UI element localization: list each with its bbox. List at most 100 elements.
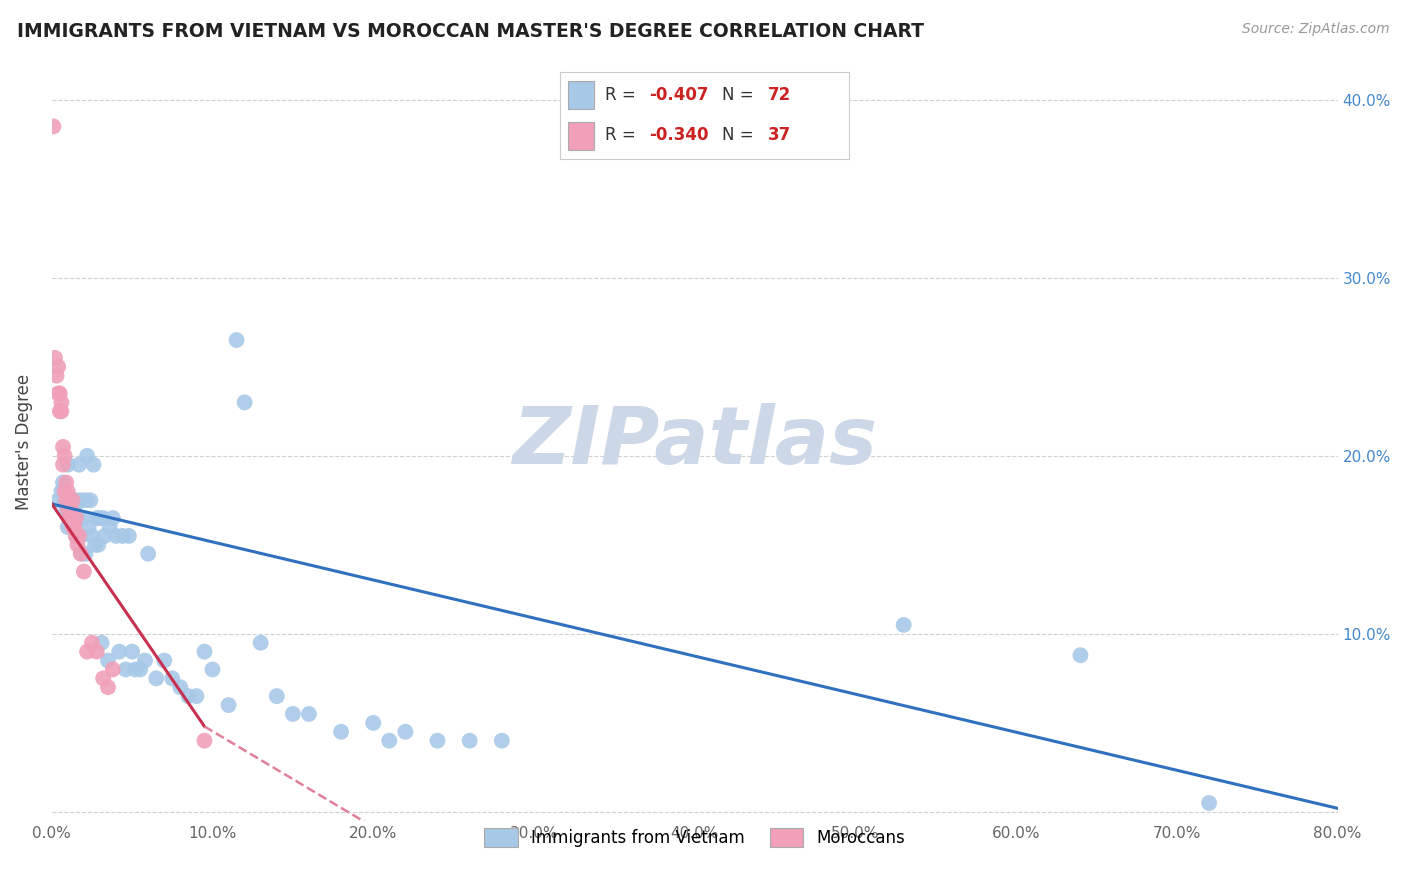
- Point: [394, 724, 416, 739]
- Point: [1198, 796, 1220, 810]
- Point: [153, 654, 176, 668]
- Point: [84, 538, 107, 552]
- Point: [108, 645, 131, 659]
- Point: [62, 493, 84, 508]
- Point: [69, 529, 91, 543]
- Point: [94, 529, 117, 543]
- Point: [58, 493, 80, 508]
- Point: [52, 440, 75, 454]
- Point: [97, 654, 120, 668]
- Point: [67, 529, 90, 543]
- Point: [111, 529, 134, 543]
- Point: [66, 511, 89, 525]
- Point: [266, 689, 288, 703]
- Point: [58, 493, 80, 508]
- Text: IMMIGRANTS FROM VIETNAM VS MOROCCAN MASTER'S DEGREE CORRELATION CHART: IMMIGRANTS FROM VIETNAM VS MOROCCAN MAST…: [17, 22, 924, 41]
- Point: [75, 547, 97, 561]
- Point: [46, 493, 69, 508]
- Point: [105, 529, 128, 543]
- Point: [62, 520, 84, 534]
- Point: [378, 733, 401, 747]
- Point: [101, 511, 124, 525]
- Point: [193, 645, 215, 659]
- Point: [162, 671, 184, 685]
- Point: [65, 493, 87, 508]
- Point: [426, 733, 449, 747]
- Point: [62, 493, 84, 508]
- Point: [45, 368, 67, 383]
- Point: [69, 493, 91, 508]
- Point: [458, 733, 481, 747]
- Point: [51, 404, 73, 418]
- Point: [193, 733, 215, 747]
- Point: [60, 502, 83, 516]
- Point: [249, 636, 271, 650]
- Point: [60, 511, 83, 525]
- Point: [201, 663, 224, 677]
- Point: [136, 547, 159, 561]
- Point: [76, 645, 98, 659]
- Point: [65, 529, 87, 543]
- Point: [79, 493, 101, 508]
- Point: [281, 706, 304, 721]
- Point: [60, 511, 83, 525]
- Text: Source: ZipAtlas.com: Source: ZipAtlas.com: [1241, 22, 1389, 37]
- Point: [72, 547, 94, 561]
- Point: [86, 511, 108, 525]
- Point: [53, 449, 76, 463]
- Y-axis label: Master's Degree: Master's Degree: [15, 375, 32, 510]
- Point: [233, 395, 256, 409]
- Point: [86, 645, 108, 659]
- Point: [73, 565, 96, 579]
- Point: [121, 645, 143, 659]
- Point: [80, 636, 103, 650]
- Point: [42, 120, 65, 134]
- Point: [63, 520, 86, 534]
- Point: [46, 386, 69, 401]
- Point: [65, 511, 87, 525]
- Point: [177, 689, 200, 703]
- Point: [58, 511, 80, 525]
- Point: [56, 502, 79, 516]
- Point: [145, 671, 167, 685]
- Point: [75, 493, 97, 508]
- Point: [52, 458, 75, 472]
- Point: [77, 520, 100, 534]
- Point: [1069, 648, 1091, 663]
- Point: [124, 663, 146, 677]
- Point: [225, 333, 247, 347]
- Point: [52, 475, 75, 490]
- Point: [491, 733, 513, 747]
- Point: [66, 538, 89, 552]
- Point: [114, 663, 136, 677]
- Point: [169, 680, 191, 694]
- Point: [101, 663, 124, 677]
- Point: [134, 654, 156, 668]
- Point: [55, 502, 77, 516]
- Point: [51, 484, 73, 499]
- Point: [56, 484, 79, 499]
- Point: [90, 636, 112, 650]
- Point: [893, 618, 915, 632]
- Point: [63, 502, 86, 516]
- Point: [49, 386, 72, 401]
- Point: [83, 458, 105, 472]
- Point: [56, 520, 79, 534]
- Point: [65, 529, 87, 543]
- Point: [67, 458, 90, 472]
- Point: [361, 715, 384, 730]
- Point: [46, 359, 69, 374]
- Point: [80, 529, 103, 543]
- Point: [218, 698, 240, 712]
- Point: [62, 520, 84, 534]
- Point: [98, 520, 121, 534]
- Legend: Immigrants from Vietnam, Moroccans: Immigrants from Vietnam, Moroccans: [478, 822, 911, 854]
- Point: [51, 395, 73, 409]
- Point: [55, 493, 77, 508]
- Point: [298, 706, 321, 721]
- Point: [56, 458, 79, 472]
- Point: [69, 547, 91, 561]
- Text: ZIPatlas: ZIPatlas: [512, 403, 877, 482]
- Point: [73, 511, 96, 525]
- Point: [330, 724, 353, 739]
